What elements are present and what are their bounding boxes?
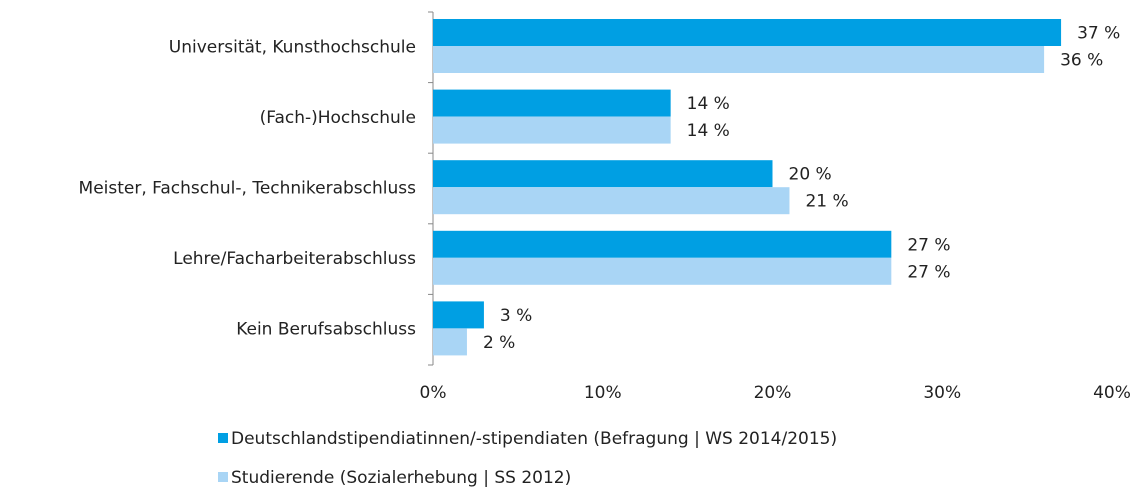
x-tick-label: 30% [923,383,961,403]
y-tick-label: (Fach-)Hochschule [260,108,416,128]
bar [433,116,671,144]
value-label: 36 % [1060,51,1103,71]
bar [433,328,467,356]
y-tick-label: Lehre/Facharbeiterabschluss [173,249,416,269]
value-label: 14 % [687,94,730,114]
legend-swatch [218,472,228,482]
bar [433,160,773,188]
y-tick-label: Kein Berufsabschluss [236,320,416,340]
bar [433,230,892,258]
bar [433,89,671,117]
value-label: 20 % [789,165,832,185]
bar [433,19,1062,46]
bar [433,46,1045,73]
value-label: 21 % [805,192,848,212]
value-label: 27 % [907,235,950,255]
value-label: 3 % [500,306,532,326]
bar [433,187,790,215]
x-tick-label: 0% [420,383,447,403]
y-tick-label: Universität, Kunsthochschule [169,37,416,57]
x-tick-label: 20% [754,383,792,403]
x-tick-label: 40% [1093,383,1131,403]
legend-label: Deutschlandstipendiatinnen/-stipendiaten… [231,429,837,449]
bar [433,257,892,285]
value-label: 2 % [483,333,515,353]
value-label: 14 % [687,121,730,141]
value-label: 27 % [907,262,950,282]
legend-label: Studierende (Sozialerhebung | SS 2012) [231,468,571,488]
legend-swatch [218,433,228,443]
x-tick-label: 10% [584,383,622,403]
bar [433,301,484,329]
y-tick-label: Meister, Fachschul-, Technikerabschluss [79,179,417,199]
value-label: 37 % [1077,24,1120,44]
